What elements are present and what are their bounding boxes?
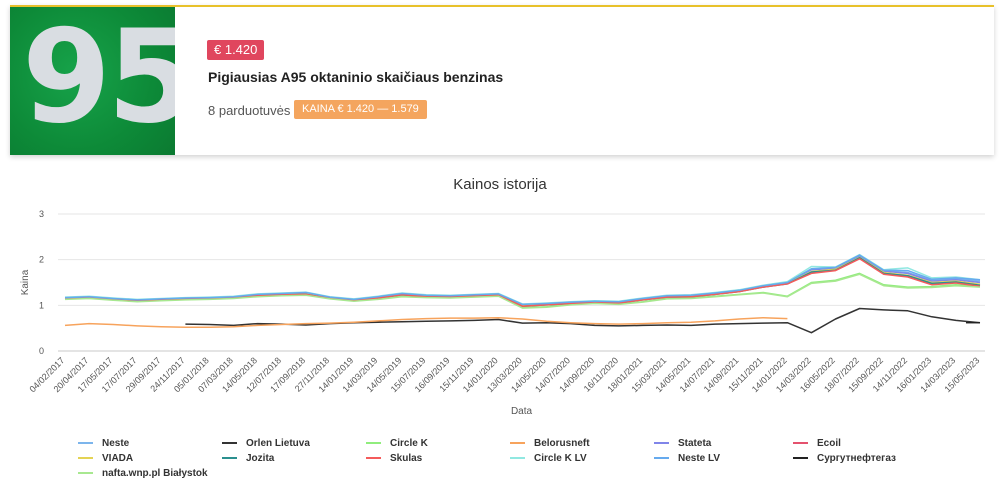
legend-item[interactable]: Belorusneft bbox=[510, 437, 590, 451]
fuel-title[interactable]: Pigiausias A95 oktaninio skaičiaus benzi… bbox=[208, 69, 504, 85]
fuel-code: 95 bbox=[22, 7, 175, 152]
legend-swatch bbox=[793, 442, 808, 445]
legend-label: nafta.wnp.pl Białystok bbox=[102, 468, 208, 479]
legend-label: Orlen Lietuva bbox=[246, 438, 310, 449]
series-line[interactable] bbox=[185, 307, 981, 334]
legend-item[interactable]: Circle K LV bbox=[510, 452, 587, 466]
legend-label: Circle K bbox=[390, 438, 428, 449]
legend-swatch bbox=[78, 472, 93, 475]
store-count: 8 parduotuvės bbox=[208, 103, 291, 118]
legend-swatch bbox=[78, 457, 93, 460]
legend-label: Neste bbox=[102, 438, 130, 449]
legend-swatch bbox=[793, 457, 808, 460]
y-tick-label: 2 bbox=[39, 255, 44, 265]
legend-item[interactable]: Skulas bbox=[366, 452, 422, 466]
legend-label: Stateta bbox=[678, 438, 712, 449]
legend-swatch bbox=[654, 457, 669, 460]
legend-item[interactable]: VIADA bbox=[78, 452, 133, 466]
chart-title: Kainos istorija bbox=[453, 176, 547, 193]
legend-item[interactable]: Stateta bbox=[654, 437, 711, 451]
fuel-type-tile: 95 bbox=[10, 7, 175, 155]
series-line[interactable] bbox=[64, 254, 981, 306]
legend-item[interactable]: Jozita bbox=[222, 452, 274, 466]
price-range-badge: KAINA € 1.420 — 1.579 bbox=[294, 100, 427, 119]
y-tick-label: 0 bbox=[39, 346, 44, 356]
legend-item[interactable]: Neste bbox=[78, 437, 129, 451]
fuel-summary-card: 95 € 1.420 Pigiausias A95 oktaninio skai… bbox=[10, 5, 994, 155]
legend-label: Circle K LV bbox=[534, 453, 587, 464]
legend-swatch bbox=[366, 442, 381, 445]
price-history-chart: 0123Kaina04/02/201720/04/201717/05/20171… bbox=[20, 209, 985, 417]
legend-swatch bbox=[510, 442, 525, 445]
y-tick-label: 3 bbox=[39, 209, 44, 219]
legend-swatch bbox=[654, 442, 669, 445]
legend-swatch bbox=[366, 457, 381, 460]
legend-label: Neste LV bbox=[678, 453, 721, 464]
legend-label: Сургутнефтегаз bbox=[817, 453, 897, 464]
legend-item[interactable]: nafta.wnp.pl Białystok bbox=[78, 467, 208, 481]
legend-item[interactable]: Orlen Lietuva bbox=[222, 437, 310, 451]
y-tick-label: 1 bbox=[39, 300, 44, 310]
x-axis-label: Data bbox=[511, 406, 533, 417]
legend-swatch bbox=[222, 457, 237, 460]
legend-label: Ecoil bbox=[817, 438, 841, 449]
legend-item[interactable]: Circle K bbox=[366, 437, 428, 451]
series-line[interactable] bbox=[64, 273, 981, 309]
legend-label: Skulas bbox=[390, 453, 423, 464]
legend-swatch bbox=[510, 457, 525, 460]
legend-item[interactable]: Сургутнефтегаз bbox=[793, 452, 896, 466]
y-axis-label: Kaina bbox=[20, 269, 31, 295]
legend-item[interactable]: Ecoil bbox=[793, 437, 841, 451]
legend-label: VIADA bbox=[102, 453, 134, 464]
legend-swatch bbox=[78, 442, 93, 445]
legend-label: Belorusneft bbox=[534, 438, 590, 449]
price-badge: € 1.420 bbox=[207, 40, 265, 60]
legend-item[interactable]: Neste LV bbox=[654, 452, 720, 466]
legend-swatch bbox=[222, 442, 237, 445]
legend-label: Jozita bbox=[246, 453, 275, 464]
